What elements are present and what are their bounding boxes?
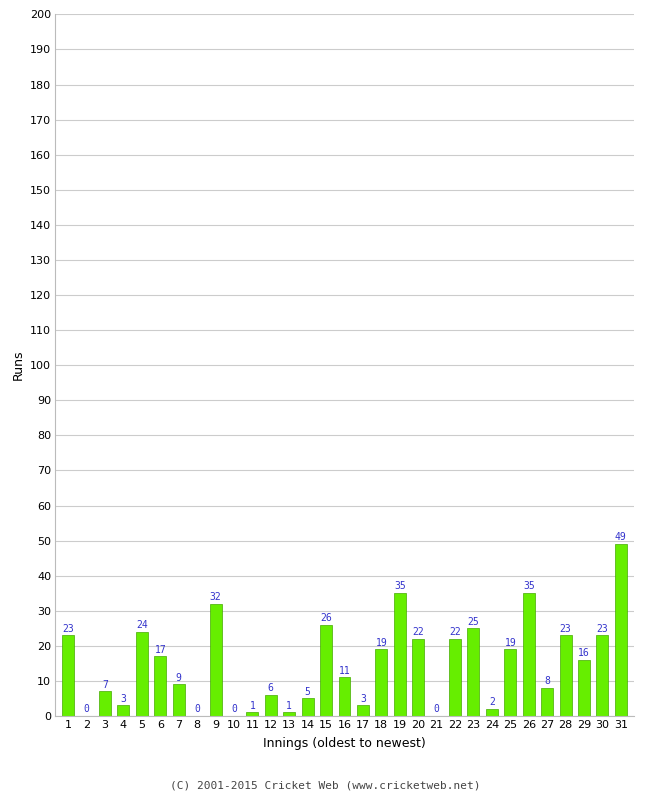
Text: 49: 49: [615, 532, 627, 542]
Y-axis label: Runs: Runs: [12, 350, 25, 381]
Text: 19: 19: [376, 638, 387, 647]
Bar: [246, 713, 258, 716]
Bar: [394, 594, 406, 716]
Bar: [339, 678, 350, 716]
Text: 23: 23: [560, 623, 571, 634]
Bar: [615, 544, 627, 716]
Text: 22: 22: [449, 627, 461, 637]
X-axis label: Innings (oldest to newest): Innings (oldest to newest): [263, 737, 426, 750]
Text: 22: 22: [412, 627, 424, 637]
Text: 3: 3: [360, 694, 366, 704]
Text: 32: 32: [210, 592, 222, 602]
Text: 0: 0: [231, 704, 237, 714]
Bar: [283, 713, 295, 716]
Bar: [118, 706, 129, 716]
Bar: [523, 594, 535, 716]
Bar: [375, 650, 387, 716]
Text: 0: 0: [194, 704, 200, 714]
Text: 1: 1: [250, 701, 255, 710]
Bar: [173, 685, 185, 716]
Text: 7: 7: [102, 680, 108, 690]
Bar: [504, 650, 516, 716]
Text: 8: 8: [544, 676, 550, 686]
Text: 1: 1: [286, 701, 292, 710]
Text: 19: 19: [504, 638, 516, 647]
Bar: [467, 628, 480, 716]
Bar: [597, 635, 608, 716]
Bar: [320, 625, 332, 716]
Bar: [302, 698, 314, 716]
Bar: [560, 635, 571, 716]
Bar: [99, 691, 111, 716]
Text: 0: 0: [84, 704, 90, 714]
Text: 2: 2: [489, 698, 495, 707]
Bar: [541, 688, 553, 716]
Text: 17: 17: [155, 645, 166, 654]
Text: 5: 5: [305, 686, 311, 697]
Bar: [449, 639, 461, 716]
Bar: [62, 635, 74, 716]
Bar: [578, 660, 590, 716]
Bar: [209, 604, 222, 716]
Text: 26: 26: [320, 613, 332, 623]
Text: 0: 0: [434, 704, 439, 714]
Text: 11: 11: [339, 666, 350, 676]
Bar: [357, 706, 369, 716]
Text: 9: 9: [176, 673, 181, 682]
Text: 16: 16: [578, 648, 590, 658]
Text: 35: 35: [394, 582, 406, 591]
Text: 35: 35: [523, 582, 534, 591]
Bar: [412, 639, 424, 716]
Bar: [136, 632, 148, 716]
Text: 6: 6: [268, 683, 274, 693]
Text: (C) 2001-2015 Cricket Web (www.cricketweb.net): (C) 2001-2015 Cricket Web (www.cricketwe…: [170, 781, 480, 790]
Bar: [154, 656, 166, 716]
Text: 25: 25: [467, 617, 479, 626]
Text: 23: 23: [62, 623, 74, 634]
Bar: [486, 709, 498, 716]
Text: 23: 23: [597, 623, 608, 634]
Text: 24: 24: [136, 620, 148, 630]
Bar: [265, 695, 277, 716]
Text: 3: 3: [120, 694, 126, 704]
